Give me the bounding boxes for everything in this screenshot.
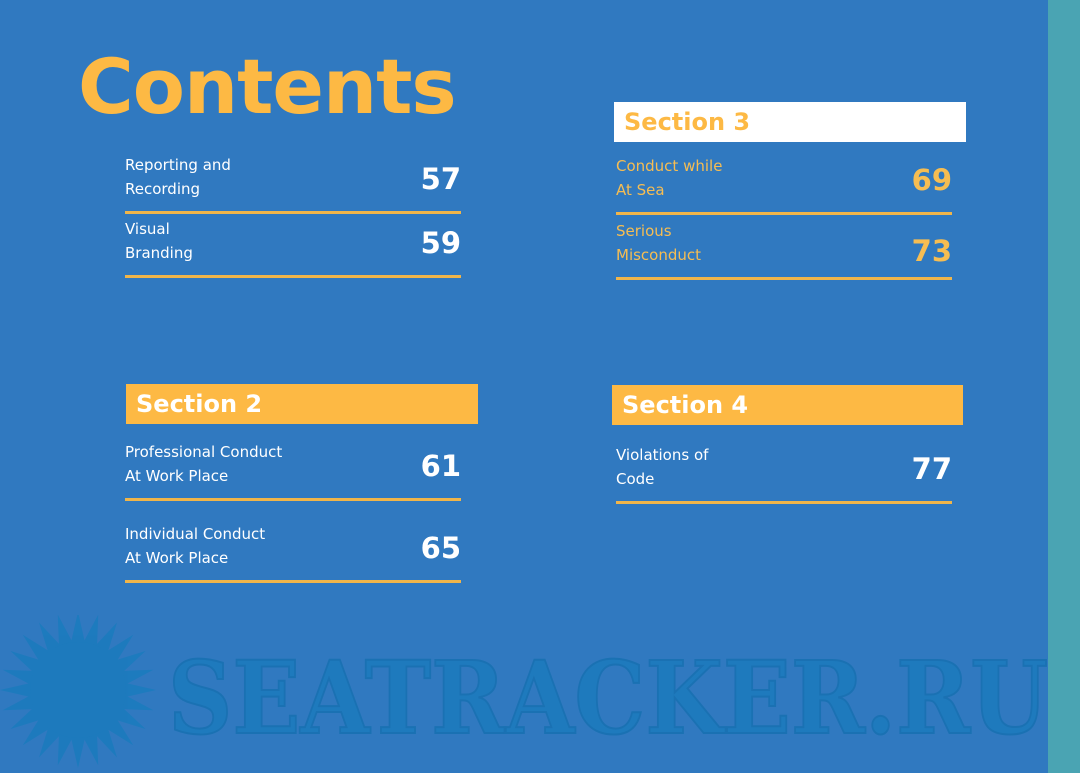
entry-label: Serious Misconduct bbox=[616, 222, 702, 264]
entry-label: Reporting and Recording bbox=[125, 156, 231, 198]
entry-label: Conduct while At Sea bbox=[616, 157, 723, 199]
entry-label: Visual Branding bbox=[125, 220, 193, 262]
toc-entry[interactable]: Visual Branding 59 bbox=[125, 218, 461, 278]
entry-page: 57 bbox=[420, 162, 461, 196]
sun-icon bbox=[0, 615, 156, 768]
page-title: Contents bbox=[78, 42, 457, 131]
side-strip bbox=[1048, 0, 1080, 773]
toc-entry[interactable]: Conduct while At Sea 69 bbox=[616, 155, 952, 215]
entry-page: 65 bbox=[420, 531, 461, 565]
entry-page: 77 bbox=[911, 452, 952, 486]
entry-label: Individual Conduct At Work Place bbox=[125, 525, 266, 567]
watermark-text: SEATRACKER.RU bbox=[168, 639, 1048, 757]
entry-page: 73 bbox=[911, 234, 952, 268]
section-3-heading: Section 3 bbox=[614, 102, 966, 142]
entry-page: 59 bbox=[420, 226, 461, 260]
entry-label: Professional Conduct At Work Place bbox=[125, 443, 283, 485]
toc-entry[interactable]: Reporting and Recording 57 bbox=[125, 154, 461, 214]
toc-entry[interactable]: Violations of Code 77 bbox=[616, 444, 952, 504]
entry-label: Violations of Code bbox=[616, 446, 709, 488]
entry-page: 69 bbox=[911, 163, 952, 197]
watermark: SEATRACKER.RU bbox=[0, 615, 1048, 768]
toc-entry[interactable]: Serious Misconduct 73 bbox=[616, 220, 952, 280]
section-4-heading: Section 4 bbox=[612, 385, 963, 425]
entry-page: 61 bbox=[420, 449, 461, 483]
section-2-heading: Section 2 bbox=[126, 384, 478, 424]
toc-entry[interactable]: Professional Conduct At Work Place 61 bbox=[125, 441, 461, 501]
toc-entry[interactable]: Individual Conduct At Work Place 65 bbox=[125, 523, 461, 583]
